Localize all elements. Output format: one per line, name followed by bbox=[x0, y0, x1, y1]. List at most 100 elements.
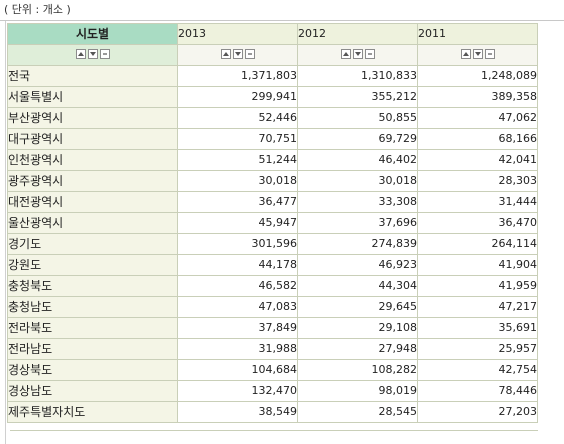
value-cell-2013: 52,446 bbox=[177, 107, 298, 129]
sort-descending-icon[interactable] bbox=[472, 49, 483, 59]
value-cell-2013: 36,477 bbox=[177, 191, 298, 213]
column-controls-row bbox=[7, 44, 538, 66]
value-cell-2011: 36,470 bbox=[417, 212, 538, 234]
value-cell-2012: 50,855 bbox=[297, 107, 418, 129]
table-row: 경기도 301,596 274,839 264,114 bbox=[7, 233, 538, 255]
value-cell-2013: 44,178 bbox=[177, 254, 298, 276]
value-cell-2011: 42,041 bbox=[417, 149, 538, 171]
value-cell-2013: 38,549 bbox=[177, 401, 298, 423]
value-cell-2012: 27,948 bbox=[297, 338, 418, 360]
value-cell-2013: 31,988 bbox=[177, 338, 298, 360]
header-row: 시도별 2013 2012 2011 bbox=[7, 23, 538, 45]
table-row: 전라남도 31,988 27,948 25,957 bbox=[7, 338, 538, 360]
value-cell-2012: 355,212 bbox=[297, 86, 418, 108]
value-cell-2012: 274,839 bbox=[297, 233, 418, 255]
table-row: 전라북도 37,849 29,108 35,691 bbox=[7, 317, 538, 339]
data-table: 시도별 2013 2012 2011 전국 1,371,803 1,310,833 1… bbox=[7, 23, 538, 423]
table-row: 충청남도 47,083 29,645 47,217 bbox=[7, 296, 538, 318]
unit-label: ( 단위 : 개소 ) bbox=[4, 3, 71, 16]
table-row: 인천광역시 51,244 46,402 42,041 bbox=[7, 149, 538, 171]
value-cell-2013: 301,596 bbox=[177, 233, 298, 255]
value-cell-2013: 45,947 bbox=[177, 212, 298, 234]
sort-ascending-icon[interactable] bbox=[75, 49, 86, 59]
region-name-cell: 대구광역시 bbox=[7, 128, 178, 150]
value-cell-2012: 108,282 bbox=[297, 359, 418, 381]
value-cell-2013: 1,371,803 bbox=[177, 65, 298, 87]
table-row: 대전광역시 36,477 33,308 31,444 bbox=[7, 191, 538, 213]
value-cell-2013: 47,083 bbox=[177, 296, 298, 318]
table-row: 강원도 44,178 46,923 41,904 bbox=[7, 254, 538, 276]
value-cell-2011: 264,114 bbox=[417, 233, 538, 255]
table-row: 경상남도 132,470 98,019 78,446 bbox=[7, 380, 538, 402]
value-cell-2012: 46,923 bbox=[297, 254, 418, 276]
column-header-year-2011[interactable]: 2011 bbox=[417, 23, 538, 45]
value-cell-2013: 132,470 bbox=[177, 380, 298, 402]
region-controls bbox=[7, 44, 178, 66]
divider bbox=[0, 20, 564, 21]
value-cell-2011: 1,248,089 bbox=[417, 65, 538, 87]
region-name-cell: 광주광역시 bbox=[7, 170, 178, 192]
region-name-cell: 전라남도 bbox=[7, 338, 178, 360]
sort-ascending-icon[interactable] bbox=[220, 49, 231, 59]
sort-ascending-icon[interactable] bbox=[340, 49, 351, 59]
value-cell-2012: 33,308 bbox=[297, 191, 418, 213]
sort-descending-icon[interactable] bbox=[232, 49, 243, 59]
value-cell-2011: 25,957 bbox=[417, 338, 538, 360]
region-name-cell: 부산광역시 bbox=[7, 107, 178, 129]
table-row: 전국 1,371,803 1,310,833 1,248,089 bbox=[7, 65, 538, 87]
value-cell-2012: 69,729 bbox=[297, 128, 418, 150]
value-cell-2012: 1,310,833 bbox=[297, 65, 418, 87]
value-cell-2012: 46,402 bbox=[297, 149, 418, 171]
value-cell-2013: 70,751 bbox=[177, 128, 298, 150]
collapse-icon[interactable] bbox=[99, 49, 110, 59]
region-name-cell: 인천광역시 bbox=[7, 149, 178, 171]
value-cell-2012: 44,304 bbox=[297, 275, 418, 297]
sort-descending-icon[interactable] bbox=[352, 49, 363, 59]
value-cell-2011: 35,691 bbox=[417, 317, 538, 339]
sort-descending-icon[interactable] bbox=[87, 49, 98, 59]
value-cell-2011: 41,904 bbox=[417, 254, 538, 276]
collapse-icon[interactable] bbox=[244, 49, 255, 59]
value-cell-2011: 42,754 bbox=[417, 359, 538, 381]
collapse-icon[interactable] bbox=[364, 49, 375, 59]
value-cell-2013: 30,018 bbox=[177, 170, 298, 192]
value-cell-2011: 78,446 bbox=[417, 380, 538, 402]
region-name-cell: 충청북도 bbox=[7, 275, 178, 297]
divider bbox=[5, 21, 6, 444]
table-row: 울산광역시 45,947 37,696 36,470 bbox=[7, 212, 538, 234]
region-name-cell: 서울특별시 bbox=[7, 86, 178, 108]
value-cell-2012: 98,019 bbox=[297, 380, 418, 402]
value-cell-2013: 104,684 bbox=[177, 359, 298, 381]
value-cell-2011: 47,217 bbox=[417, 296, 538, 318]
table-row: 부산광역시 52,446 50,855 47,062 bbox=[7, 107, 538, 129]
value-cell-2012: 29,108 bbox=[297, 317, 418, 339]
value-cell-2011: 389,358 bbox=[417, 86, 538, 108]
value-cell-2011: 27,203 bbox=[417, 401, 538, 423]
table-row: 제주특별자치도 38,549 28,545 27,203 bbox=[7, 401, 538, 423]
region-name-cell: 대전광역시 bbox=[7, 191, 178, 213]
table-row: 대구광역시 70,751 69,729 68,166 bbox=[7, 128, 538, 150]
sort-ascending-icon[interactable] bbox=[460, 49, 471, 59]
column-header-year-2012[interactable]: 2012 bbox=[297, 23, 418, 45]
value-cell-2013: 37,849 bbox=[177, 317, 298, 339]
value-cell-2011: 28,303 bbox=[417, 170, 538, 192]
table-row: 경상북도 104,684 108,282 42,754 bbox=[7, 359, 538, 381]
year-2011-controls bbox=[417, 44, 538, 66]
value-cell-2011: 31,444 bbox=[417, 191, 538, 213]
table-row: 광주광역시 30,018 30,018 28,303 bbox=[7, 170, 538, 192]
value-cell-2013: 51,244 bbox=[177, 149, 298, 171]
column-header-year-2013[interactable]: 2013 bbox=[177, 23, 298, 45]
value-cell-2011: 47,062 bbox=[417, 107, 538, 129]
region-name-cell: 충청남도 bbox=[7, 296, 178, 318]
value-cell-2011: 68,166 bbox=[417, 128, 538, 150]
value-cell-2013: 46,582 bbox=[177, 275, 298, 297]
table-row: 충청북도 46,582 44,304 41,959 bbox=[7, 275, 538, 297]
value-cell-2012: 28,545 bbox=[297, 401, 418, 423]
region-name-cell: 전국 bbox=[7, 65, 178, 87]
region-name-cell: 강원도 bbox=[7, 254, 178, 276]
collapse-icon[interactable] bbox=[484, 49, 495, 59]
region-name-cell: 제주특별자치도 bbox=[7, 401, 178, 423]
region-name-cell: 경기도 bbox=[7, 233, 178, 255]
column-header-region[interactable]: 시도별 bbox=[7, 23, 178, 45]
value-cell-2012: 30,018 bbox=[297, 170, 418, 192]
